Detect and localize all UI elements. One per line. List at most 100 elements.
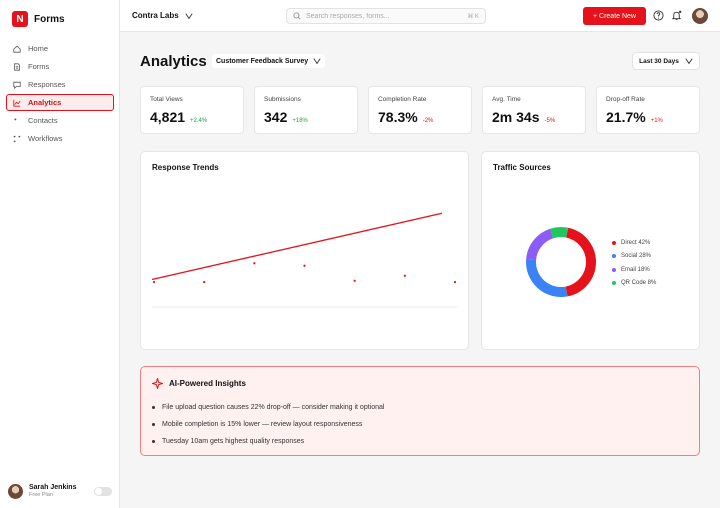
- sparkle-icon: [152, 378, 163, 389]
- traffic-donut-chart: [526, 227, 596, 297]
- donut-slice: [526, 228, 554, 261]
- donut-slice: [565, 227, 596, 297]
- dot-icon: [14, 117, 17, 120]
- stat-value: 4,821: [150, 109, 186, 125]
- search-input[interactable]: [306, 12, 456, 20]
- bell-icon[interactable]: [671, 10, 682, 21]
- workspace-switcher[interactable]: Contra Labs: [132, 11, 193, 20]
- legend-dot: [612, 254, 616, 259]
- message-icon: [13, 81, 21, 89]
- sidebar-item-analytics[interactable]: Analytics: [6, 94, 114, 111]
- stat-label: Submissions: [264, 96, 301, 103]
- stat-card-submissions: Submissions 342 +18%: [254, 86, 358, 134]
- legend-item: Direct 42%: [612, 236, 656, 250]
- help-icon[interactable]: [653, 10, 664, 21]
- date-range-label: Last 30 Days: [639, 57, 679, 65]
- legend-item: Social 28%: [612, 250, 656, 264]
- sidebar-item-label: Analytics: [28, 98, 62, 107]
- stat-delta: +2.4%: [190, 118, 208, 124]
- trend-point: [253, 262, 256, 265]
- response-trends-card: Response Trends: [140, 151, 469, 350]
- date-range-selector[interactable]: Last 30 Days: [632, 52, 700, 70]
- card-title: Response Trends: [152, 163, 219, 172]
- sidebar-item-label: Contacts: [28, 116, 58, 125]
- sidebar-item-contacts[interactable]: Contacts: [6, 112, 114, 129]
- brand[interactable]: N Forms: [12, 11, 65, 27]
- sidebar-item-label: Workflows: [28, 134, 63, 143]
- workflow-icon: [13, 135, 21, 142]
- legend-label: QR Code 8%: [621, 280, 657, 287]
- trend-point: [203, 280, 206, 284]
- legend-dot: [612, 267, 616, 272]
- legend-item: Email 18%: [612, 263, 656, 277]
- theme-toggle[interactable]: [94, 487, 112, 496]
- sidebar-item-home[interactable]: Home: [6, 40, 114, 57]
- response-trends-chart: [151, 212, 457, 308]
- brand-name: Forms: [34, 13, 65, 25]
- search-shortcut: ⌘ K: [467, 13, 479, 20]
- file-icon: [14, 62, 20, 71]
- brand-logo: N: [12, 11, 28, 27]
- stat-delta: +1%: [650, 118, 663, 124]
- chevron-down-icon: [313, 58, 321, 65]
- create-new-button[interactable]: + Create New: [583, 7, 646, 25]
- sidebar-item-label: Responses: [28, 80, 66, 89]
- chart-line-icon: [13, 99, 21, 107]
- legend-dot: [612, 281, 616, 286]
- chevron-down-icon: [185, 12, 193, 19]
- donut-slice: [526, 259, 568, 297]
- sidebar-item-responses[interactable]: Responses: [6, 76, 114, 93]
- stat-label: Total Views: [150, 96, 183, 103]
- stat-value: 342: [264, 109, 288, 125]
- sidebar-item-label: Forms: [28, 62, 50, 71]
- insight-item: Mobile completion is 15% lower — review …: [152, 416, 384, 433]
- stat-value: 2m 34s: [492, 109, 540, 125]
- sidebar-item-forms[interactable]: Forms: [6, 58, 114, 75]
- stat-card-completion-rate: Completion Rate 78.3% -2%: [368, 86, 472, 134]
- insights-list: File upload question causes 22% drop-off…: [152, 399, 384, 450]
- survey-name: Customer Feedback Survey: [216, 57, 309, 65]
- card-title: Traffic Sources: [493, 163, 551, 172]
- insight-item: File upload question causes 22% drop-off…: [152, 399, 384, 416]
- avatar: [8, 483, 23, 499]
- sidebar-item-label: Home: [28, 44, 49, 53]
- search-box[interactable]: ⌘ K: [286, 8, 486, 24]
- stat-delta: -5%: [544, 118, 556, 124]
- user-text: Sarah Jenkins Free Plan: [29, 484, 76, 498]
- survey-selector[interactable]: Customer Feedback Survey: [212, 54, 326, 68]
- legend-label: Social 28%: [621, 253, 652, 260]
- trend-point: [403, 274, 406, 277]
- trend-point: [453, 280, 457, 284]
- stat-delta: +18%: [292, 118, 308, 124]
- stats-row: Total Views 4,821 +2.4% Submissions 342 +1…: [140, 86, 700, 134]
- stat-label: Completion Rate: [378, 96, 427, 103]
- legend-item: QR Code 8%: [612, 277, 656, 291]
- workspace-name: Contra Labs: [132, 11, 179, 20]
- legend-dot: [612, 240, 616, 245]
- search-icon: [293, 12, 301, 20]
- legend-label: Email 18%: [621, 266, 650, 273]
- insights-title: AI-Powered Insights: [169, 379, 246, 388]
- stat-card-avg-time: Avg. Time 2m 34s -5%: [482, 86, 586, 134]
- top-header: Contra Labs ⌘ K + Create New: [120, 0, 720, 32]
- stat-label: Drop-off Rate: [606, 96, 645, 103]
- traffic-sources-card: Traffic Sources Direct 42% Social 28% Em…: [481, 151, 700, 350]
- header-avatar[interactable]: [692, 8, 708, 24]
- insights-header: AI-Powered Insights: [152, 378, 246, 389]
- home-icon: [13, 45, 21, 53]
- stat-card-drop-off-rate: Drop-off Rate 21.7% +1%: [596, 86, 700, 134]
- traffic-legend: Direct 42% Social 28% Email 18% QR Code …: [612, 236, 656, 290]
- trend-point: [152, 280, 156, 284]
- sidebar-item-workflows[interactable]: Workflows: [6, 130, 114, 147]
- user-profile[interactable]: Sarah Jenkins Free Plan: [8, 482, 112, 500]
- ai-insights-panel: AI-Powered Insights File upload question…: [140, 366, 700, 456]
- stat-value: 21.7%: [606, 109, 646, 125]
- trend-line: [151, 212, 443, 281]
- stat-value: 78.3%: [378, 109, 418, 125]
- donut-slice: [550, 227, 569, 239]
- stat-card-total-views: Total Views 4,821 +2.4%: [140, 86, 244, 134]
- trend-point: [353, 279, 356, 282]
- stat-label: Avg. Time: [492, 96, 521, 103]
- sidebar-nav: Home Forms Responses Analytics Contacts …: [6, 40, 114, 148]
- page-title: Analytics: [140, 53, 207, 70]
